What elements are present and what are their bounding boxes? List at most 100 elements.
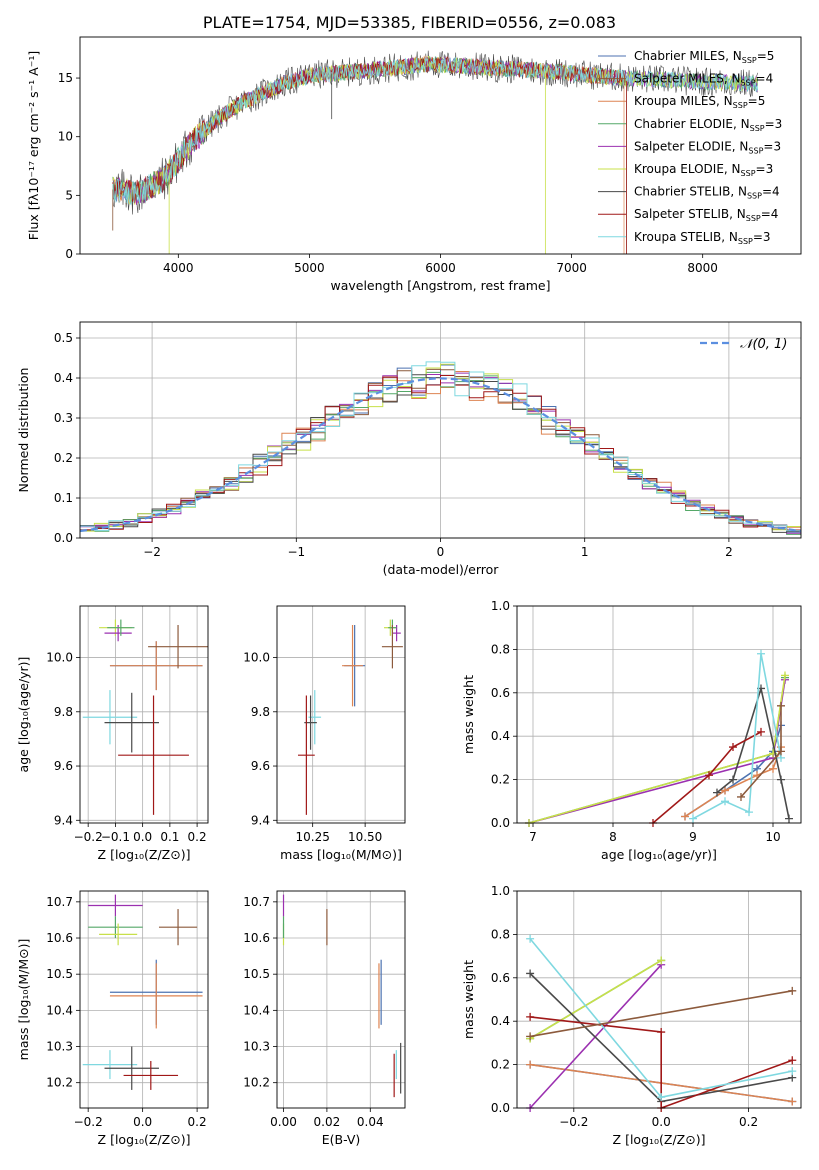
spectrum-line-8 [112, 56, 759, 206]
y-tick-label: 0.4 [491, 729, 510, 743]
x-tick-label: 8000 [687, 261, 718, 275]
weight-marker [788, 1056, 797, 1065]
x-tick-label: 0.2 [188, 830, 207, 844]
spectrum-line-2 [112, 55, 625, 254]
x-tick-label: 9 [689, 830, 697, 844]
weight-marker [777, 701, 785, 710]
weight-marker [737, 792, 745, 801]
x-tick-label: 0.2 [188, 1115, 207, 1129]
y-axis-label: mass [log₁₀(M/M⊙)] [16, 939, 31, 1061]
weight-marker [757, 649, 765, 658]
weight-marker [657, 1093, 666, 1102]
legend-label: Chabrier MILES, NSSP=5 [634, 49, 774, 65]
x-tick-label: 0.0 [652, 1115, 671, 1129]
x-tick-label: 0.02 [314, 1115, 341, 1129]
y-tick-label: 9.8 [251, 705, 270, 719]
weight-marker [657, 956, 666, 965]
weight-marker [745, 808, 753, 817]
x-tick-label: 5000 [294, 261, 325, 275]
legend-label: Salpeter MILES, NSSP=4 [634, 72, 773, 88]
axes-frame [276, 605, 406, 824]
y-tick-label: 10.5 [243, 967, 270, 981]
y-tick-label: 0.4 [491, 1014, 510, 1028]
y-axis-label: mass weight [461, 675, 476, 754]
y-tick-label: 9.8 [54, 705, 73, 719]
legend-label: 𝒩(0, 1) [740, 337, 787, 352]
weight-marker [777, 747, 785, 756]
weight-marker [788, 986, 797, 995]
y-tick-label: 0.6 [491, 686, 510, 700]
y-axis-label: Normed distribution [16, 368, 31, 493]
y-tick-label: 1.0 [491, 884, 510, 898]
weight-marker [777, 775, 785, 784]
x-axis-label: wavelength [Angstrom, rest frame] [330, 278, 550, 293]
y-tick-label: 9.6 [54, 759, 73, 773]
x-tick-label: 4000 [163, 261, 194, 275]
y-tick-label: 10.0 [46, 651, 73, 665]
weight-marker [526, 934, 535, 943]
y-tick-label: 10.2 [46, 1076, 73, 1090]
y-tick-label: 0.3 [54, 411, 73, 425]
axes-frame [79, 36, 802, 255]
x-axis-label: E(B-V) [322, 1132, 361, 1147]
y-tick-label: 10.3 [46, 1040, 73, 1054]
weight-marker [526, 1012, 535, 1021]
hist-step-8 [80, 361, 801, 532]
weight-marker [788, 1067, 797, 1076]
y-tick-label: 15 [58, 71, 73, 85]
weight-marker [769, 764, 777, 773]
axes-mass-vs-ebv: 0.00 0.02 0.04 10.2 10.3 10.4 10.5 10.6 10.7 E(B-… [243, 890, 406, 1147]
y-tick-label: 10.6 [46, 931, 73, 945]
axes-frame [276, 890, 406, 1109]
y-tick-label: 10.0 [243, 651, 270, 665]
weight-marker [757, 727, 765, 736]
legend-label: Salpeter ELODIE, NSSP=3 [634, 139, 781, 155]
axes-frame [79, 321, 802, 539]
x-tick-label: 7000 [556, 261, 587, 275]
y-tick-label: 0.8 [491, 927, 510, 941]
legend-label: Salpeter STELIB, NSSP=4 [634, 207, 778, 223]
y-tick-label: 10.4 [46, 1003, 73, 1017]
y-axis-label: Flux [fλ10⁻¹⁷ erg cm⁻² s⁻¹ A⁻¹] [26, 51, 41, 240]
y-tick-label: 0.0 [54, 531, 73, 545]
y-tick-label: 0.2 [491, 1058, 510, 1072]
x-tick-label: 0.1 [160, 830, 179, 844]
legend-label: Chabrier ELODIE, NSSP=3 [634, 117, 782, 133]
axes-residuals: −2 −1 0 1 2 0.0 0.1 0.2 0.3 0.4 0.5 (data-model)/er… [16, 321, 802, 577]
x-tick-label: 10.25 [295, 830, 329, 844]
spectrum-legend: Chabrier MILES, NSSP=5 Salpeter MILES, NS… [598, 49, 782, 246]
y-tick-label: 1.0 [491, 599, 510, 613]
x-tick-label: −2 [143, 545, 161, 559]
x-tick-label: 1 [581, 545, 589, 559]
weight-marker [681, 812, 689, 821]
weight-marker [729, 743, 737, 752]
axes-age-vs-Z: −0.2−0.1 0.0 0.1 0.2 9.4 9.6 9.8 10.0 Z [log₁₀(Z… [16, 605, 209, 862]
x-tick-label: 0.00 [270, 1115, 297, 1129]
axes-age-vs-mass: 10.25 10.50 9.4 9.6 9.8 10.0 mass [log₁₀(M/M⊙)… [243, 605, 406, 862]
x-tick-label: 0.04 [357, 1115, 384, 1129]
y-tick-label: 0.8 [491, 642, 510, 656]
y-tick-label: 0.2 [54, 451, 73, 465]
weight-marker [721, 797, 729, 806]
x-tick-label: 8 [609, 830, 617, 844]
y-tick-label: 9.6 [251, 759, 270, 773]
weight-line-4 [528, 679, 786, 824]
y-tick-label: 10.7 [46, 895, 73, 909]
y-axis-label: age [log₁₀(age/yr)] [16, 657, 31, 773]
x-tick-label: 7 [529, 830, 537, 844]
weight-line-3 [528, 677, 786, 824]
y-tick-label: 0.4 [54, 371, 73, 385]
x-axis-label: (data-model)/error [383, 562, 500, 577]
weight-line-5 [528, 675, 786, 824]
y-tick-label: 10.5 [46, 967, 73, 981]
x-tick-label: 0.2 [739, 1115, 758, 1129]
y-tick-label: 10.6 [243, 931, 270, 945]
axes-spectrum: 4000 5000 6000 7000 8000 0 5 10 15 wavelength [An… [26, 36, 802, 293]
x-axis-label: Z [log₁₀(Z/Z⊙)] [98, 1132, 191, 1147]
legend-label: Kroupa STELIB, NSSP=3 [634, 230, 771, 246]
axes-mass-vs-Z: −0.2 0.0 0.2 10.2 10.3 10.4 10.5 10.6 10.7 Z [log… [16, 890, 209, 1147]
x-tick-label: 10 [765, 830, 780, 844]
x-axis-label: mass [log₁₀(M/M⊙)] [280, 847, 402, 862]
axes-frame [516, 605, 802, 824]
